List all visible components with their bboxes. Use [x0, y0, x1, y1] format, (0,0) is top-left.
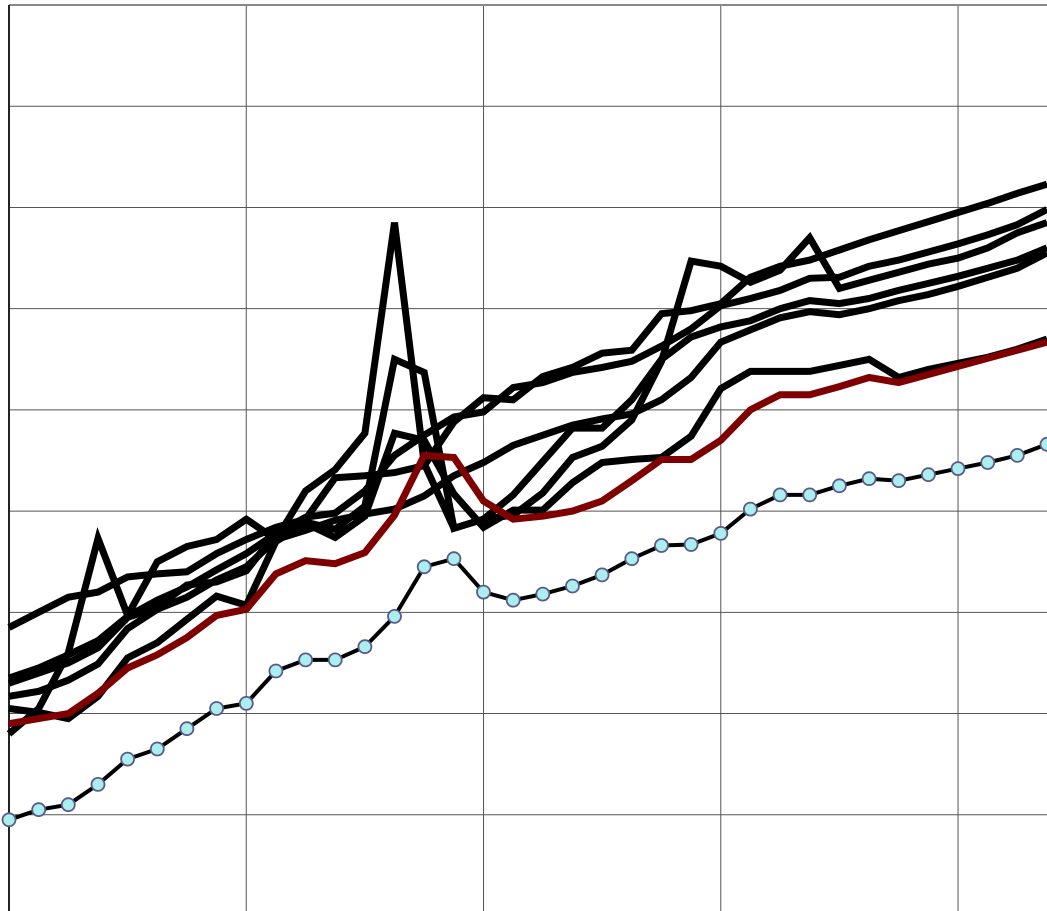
data-point-series-8 [921, 467, 936, 483]
data-point-series-8 [209, 701, 225, 716]
data-point-series-8 [1009, 447, 1025, 463]
series-line-6 [8, 335, 1047, 723]
data-point-series-8 [1, 812, 17, 828]
data-point-series-8 [387, 609, 402, 624]
data-point-series-8 [238, 696, 254, 711]
data-point-series-8 [149, 741, 165, 757]
data-point-series-8 [416, 559, 432, 575]
data-point-series-8 [535, 586, 551, 602]
data-point-series-8 [120, 751, 135, 767]
data-point-series-8 [683, 537, 699, 552]
data-point-series-8 [743, 501, 758, 517]
data-point-series-8 [713, 526, 729, 541]
data-point-series-8 [624, 551, 640, 567]
data-point-series-8 [179, 721, 195, 737]
data-point-series-8 [505, 592, 521, 608]
data-point-series-8 [832, 478, 847, 494]
data-point-series-8 [861, 471, 877, 487]
data-point-series-8 [594, 567, 610, 583]
data-point-series-8 [565, 578, 580, 594]
chart-grid [9, 5, 1047, 911]
data-point-series-8 [1039, 436, 1047, 452]
data-point-series-8 [90, 777, 106, 792]
data-point-series-8 [654, 538, 669, 553]
data-point-series-8 [980, 455, 996, 470]
data-point-series-8 [772, 487, 788, 503]
data-point-series-8 [327, 652, 343, 668]
data-point-series-8 [357, 639, 373, 655]
data-point-series-8 [31, 802, 47, 818]
data-point-series-8 [950, 461, 966, 477]
chart-series [1, 180, 1047, 828]
data-point-series-8 [268, 663, 284, 679]
series-line-4 [8, 249, 1047, 700]
data-point-series-8 [891, 473, 907, 489]
chart-axes [8, 4, 1047, 911]
data-point-series-8 [476, 584, 491, 600]
series-line-7 [8, 338, 1047, 728]
data-point-series-8 [60, 797, 76, 813]
series-line-1 [6, 219, 1047, 737]
data-point-series-8 [446, 551, 462, 567]
data-point-series-8 [802, 487, 818, 503]
series-line-5 [7, 244, 1047, 687]
data-point-series-8 [298, 652, 314, 668]
